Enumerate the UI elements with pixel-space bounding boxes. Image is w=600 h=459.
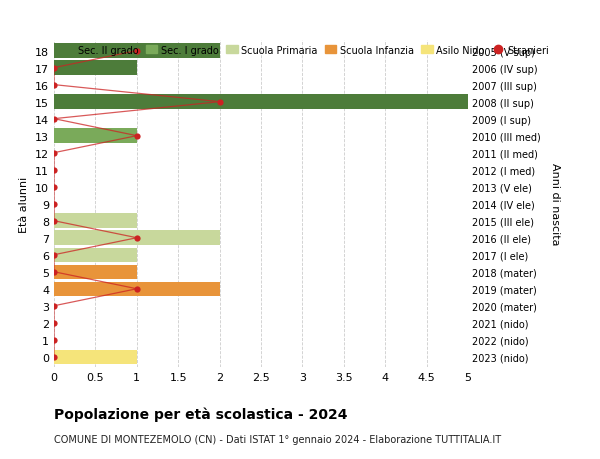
- Bar: [54, 61, 137, 76]
- Bar: [54, 265, 137, 280]
- Y-axis label: Anni di nascita: Anni di nascita: [550, 163, 560, 246]
- Y-axis label: Età alunni: Età alunni: [19, 176, 29, 232]
- Text: Popolazione per età scolastica - 2024: Popolazione per età scolastica - 2024: [54, 406, 347, 421]
- Bar: [54, 350, 137, 364]
- Bar: [54, 214, 137, 229]
- Bar: [54, 95, 468, 110]
- Bar: [54, 129, 137, 144]
- Bar: [54, 282, 220, 297]
- Bar: [54, 248, 137, 263]
- Bar: [54, 44, 220, 59]
- Text: COMUNE DI MONTEZEMOLO (CN) - Dati ISTAT 1° gennaio 2024 - Elaborazione TUTTITALI: COMUNE DI MONTEZEMOLO (CN) - Dati ISTAT …: [54, 434, 501, 444]
- Bar: [54, 231, 220, 246]
- Legend: Sec. II grado, Sec. I grado, Scuola Primaria, Scuola Infanzia, Asilo Nido, Stran: Sec. II grado, Sec. I grado, Scuola Prim…: [59, 42, 553, 59]
